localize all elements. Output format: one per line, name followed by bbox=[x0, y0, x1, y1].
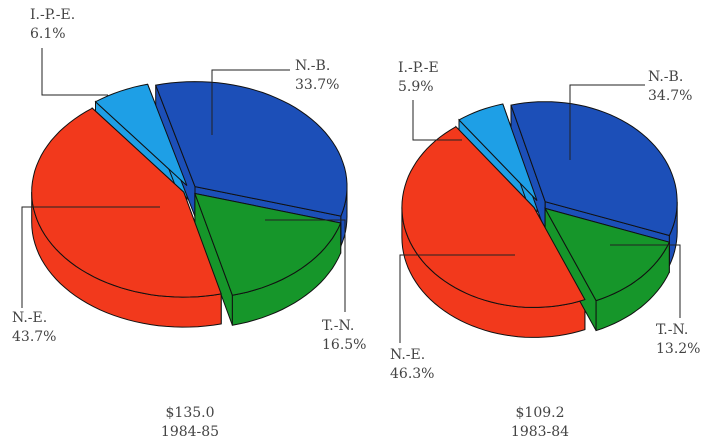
slice-label: I.-P.-E. bbox=[30, 7, 75, 23]
leader-line bbox=[41, 48, 108, 96]
pie-slice bbox=[31, 107, 222, 298]
slice-label: N.-E. bbox=[390, 347, 425, 363]
leader-line bbox=[412, 100, 462, 141]
pie-slice bbox=[194, 192, 342, 296]
pie-slice bbox=[510, 101, 678, 237]
slice-value-label: 34.7% bbox=[648, 88, 692, 104]
leader-line bbox=[21, 206, 160, 308]
chart-period: 1983-84 bbox=[511, 424, 569, 440]
slice-value-label: 46.3% bbox=[390, 366, 434, 382]
leader-line bbox=[265, 219, 346, 312]
chart-total: $135.0 bbox=[166, 405, 215, 421]
pie-slice bbox=[401, 126, 586, 308]
slice-value-label: 13.2% bbox=[656, 341, 700, 357]
slice-value-label: 16.5% bbox=[322, 337, 366, 353]
slice-label: T.-N. bbox=[322, 318, 354, 334]
chart-period: 1984-85 bbox=[161, 424, 219, 440]
leader-line bbox=[399, 254, 515, 343]
slice-value-label: 33.7% bbox=[295, 77, 339, 93]
slice-label: N.-B. bbox=[648, 69, 683, 85]
leader-line bbox=[569, 84, 645, 160]
pie-slice bbox=[458, 103, 538, 201]
leader-line bbox=[610, 244, 681, 318]
pie-slice bbox=[155, 81, 348, 217]
slice-label: I.-P.-E bbox=[398, 60, 439, 76]
pie-slice bbox=[544, 207, 671, 302]
chart-total: $109.2 bbox=[516, 405, 565, 421]
slice-label: N.-E. bbox=[12, 310, 47, 326]
leader-line bbox=[211, 69, 290, 135]
slice-value-label: 43.7% bbox=[12, 329, 56, 345]
slice-label: N.-B. bbox=[295, 58, 330, 74]
slice-value-label: 5.9% bbox=[398, 79, 434, 95]
pie-slice bbox=[94, 83, 188, 186]
slice-value-label: 6.1% bbox=[30, 26, 66, 42]
slice-label: T.-N. bbox=[656, 322, 688, 338]
